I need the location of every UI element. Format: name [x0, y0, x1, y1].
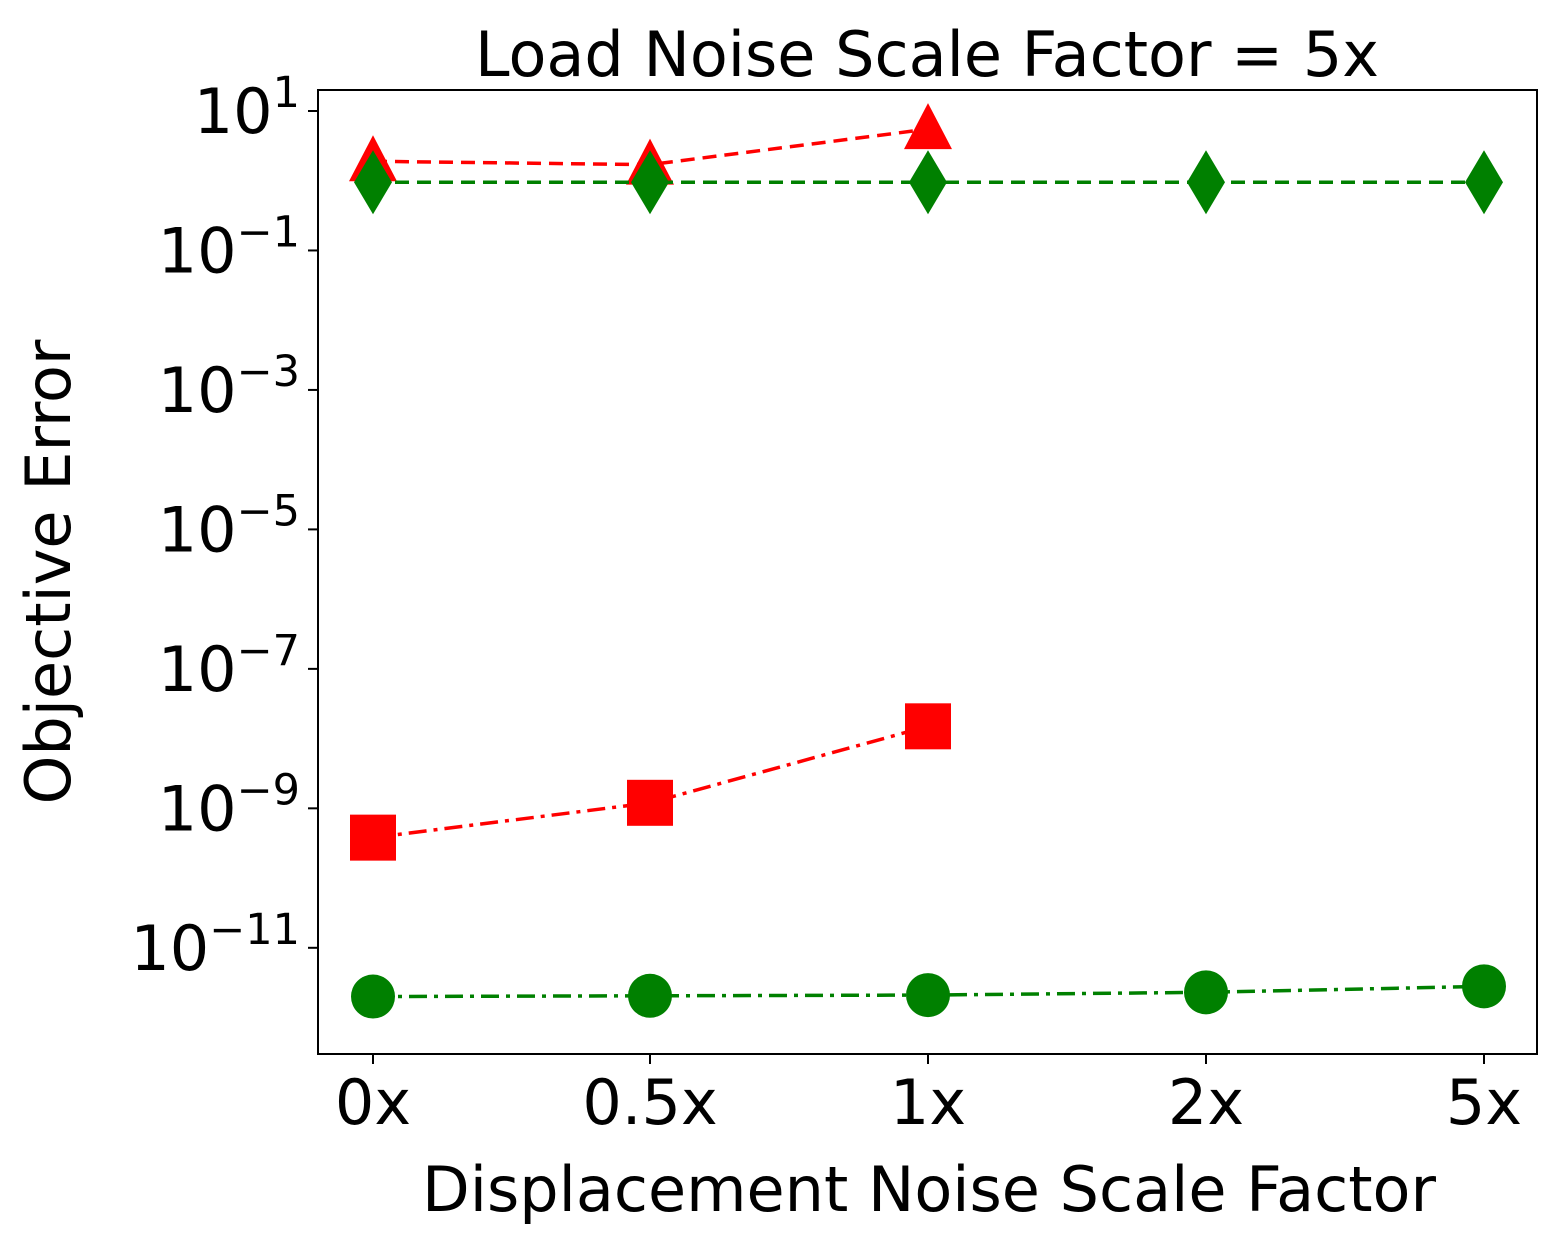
chart-title: Load Noise Scale Factor = 5x	[475, 18, 1379, 91]
data-point-circle	[351, 974, 395, 1019]
plot-frame	[317, 89, 1538, 1055]
series-green-diamond	[354, 150, 1503, 215]
data-point-circle	[1462, 964, 1506, 1009]
data-point-circle	[1184, 970, 1228, 1015]
y-axis-label: Objective Error	[12, 339, 85, 804]
x-tick-label: 1x	[890, 1066, 966, 1139]
x-tick-label: 0.5x	[582, 1066, 717, 1139]
data-point-triangle	[904, 103, 952, 150]
series-red-square	[350, 703, 951, 861]
data-point-circle	[906, 973, 950, 1018]
y-tick-label: 10−5	[158, 486, 300, 566]
y-tick-label: 101	[194, 68, 300, 148]
data-point-circle	[628, 973, 672, 1018]
data-point-diamond	[1465, 150, 1503, 215]
y-tick-label: 10−1	[158, 207, 300, 287]
data-point-diamond	[1187, 150, 1225, 215]
data-point-diamond	[909, 150, 947, 215]
x-axis-label: Displacement Noise Scale Factor	[422, 1153, 1436, 1226]
data-point-diamond	[354, 150, 392, 215]
y-tick-label: 10−9	[158, 765, 300, 845]
data-point-square	[905, 703, 951, 750]
data-point-square	[350, 814, 396, 861]
y-tick-label: 10−3	[158, 347, 300, 427]
data-point-square	[627, 779, 673, 826]
series-green-circle	[351, 964, 1506, 1019]
x-tick-label: 2x	[1168, 1066, 1244, 1139]
y-tick-label: 10−11	[130, 905, 300, 985]
x-tick-label: 0x	[335, 1066, 411, 1139]
data-point-diamond	[631, 150, 669, 215]
y-tick-label: 10−7	[158, 626, 300, 706]
x-tick-label: 5x	[1446, 1066, 1522, 1139]
